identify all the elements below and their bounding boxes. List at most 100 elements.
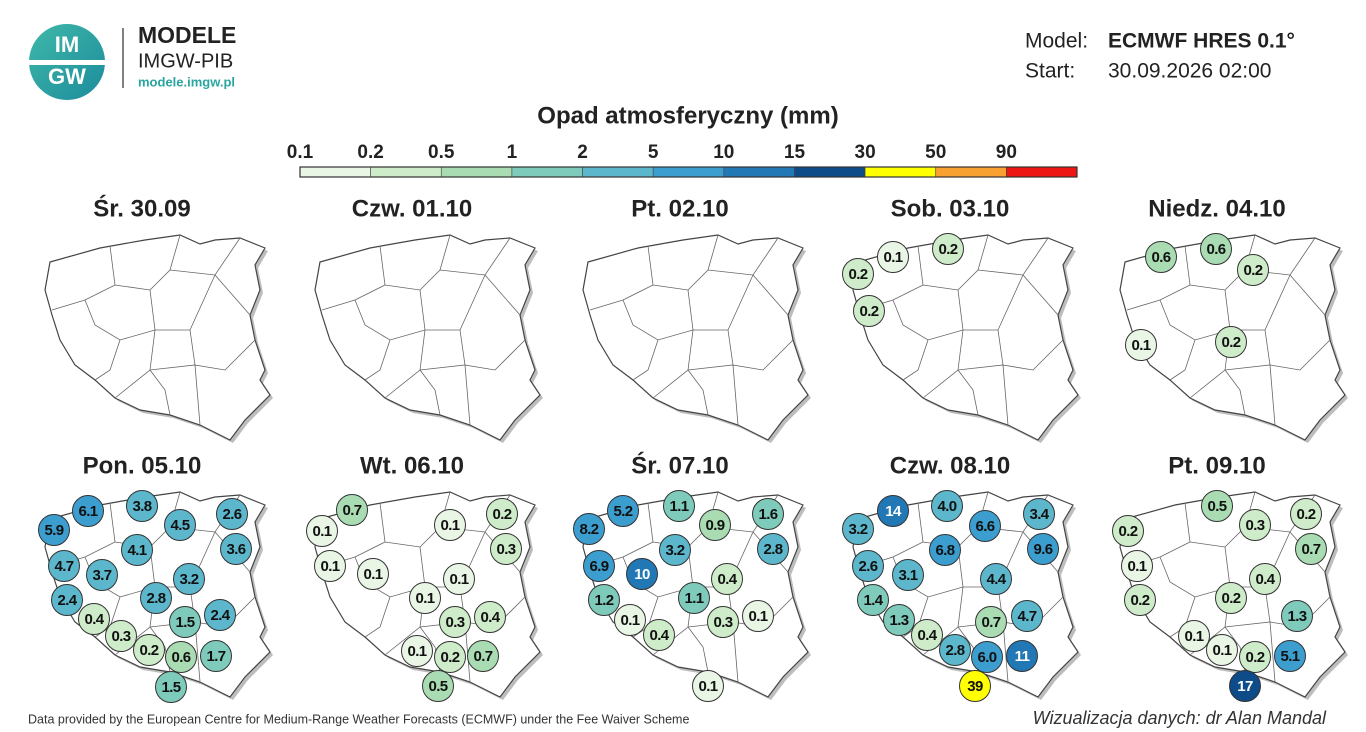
precip-value: 1.5	[175, 614, 194, 631]
logo-stripe	[29, 60, 105, 65]
precip-bubble	[857, 584, 889, 616]
precip-value: 4.0	[937, 498, 956, 515]
precip-value: 0.1	[363, 566, 382, 583]
precip-value: 0.2	[848, 266, 867, 283]
day-title: Czw. 01.10	[352, 195, 473, 222]
precip-bubble	[1178, 620, 1210, 652]
precip-bubble	[1201, 490, 1233, 522]
day-panel: Śr. 07.10 8.2 5.2 1.1 0.9 1.6 2.8 6.9 10 3.2 0.4 1.…	[573, 451, 812, 702]
precip-value: 0.7	[473, 648, 492, 665]
precip-value: 0.1	[449, 571, 468, 588]
precip-bubble	[842, 258, 874, 290]
precip-value: 3.8	[132, 498, 151, 515]
precip-value: 0.2	[1221, 334, 1240, 351]
precip-value: 8.2	[579, 521, 598, 538]
precip-bubble	[911, 619, 943, 651]
precip-bubble	[1249, 563, 1281, 595]
precip-bubble	[72, 495, 104, 527]
precip-value: 0.6	[171, 649, 190, 666]
legend-tick-label: 10	[713, 142, 734, 163]
precip-bubble	[164, 509, 196, 541]
precip-value: 0.4	[1255, 571, 1275, 588]
legend-swatch	[299, 166, 371, 178]
precip-bubble	[1281, 600, 1313, 632]
precip-bubble	[1215, 582, 1247, 614]
day-title: Pt. 02.10	[631, 195, 728, 222]
legend-swatch	[370, 166, 442, 178]
precip-value: 2.8	[146, 590, 165, 607]
precip-value: 6.8	[935, 542, 954, 559]
precip-bubble	[314, 550, 346, 582]
precip-value: 11	[1015, 648, 1030, 665]
precip-bubble	[1239, 641, 1271, 673]
precip-bubble	[1237, 254, 1269, 286]
precip-bubble	[1295, 533, 1327, 565]
precip-value: 0.1	[415, 590, 434, 607]
precip-bubble	[216, 498, 248, 530]
day-title: Czw. 08.10	[890, 452, 1011, 479]
precip-value: 2.6	[858, 558, 877, 575]
day-panel: Pon. 05.10 5.9 6.1 3.8 4.5 2.6 3.6 4.7 4.1 3.7 2.4…	[38, 452, 274, 703]
precip-value: 0.3	[496, 541, 515, 558]
precip-bubble	[614, 604, 646, 636]
model-name: ECMWF HRES 0.1°	[1108, 30, 1295, 53]
legend-swatch	[794, 166, 866, 178]
precip-value: 0.1	[312, 523, 331, 540]
legend-tick-label: 50	[925, 142, 946, 163]
logo: IM GW	[29, 24, 105, 100]
precip-bubble	[200, 640, 232, 672]
precip-value: 0.3	[445, 614, 464, 631]
model-label: Model:	[1025, 30, 1088, 53]
precip-value: 4.4	[986, 571, 1006, 588]
day-panel: Niedz. 04.10 0.6 0.6 0.2 0.1 0.2	[1119, 195, 1349, 444]
day-title: Śr. 07.10	[631, 451, 728, 479]
legend-swatch	[864, 166, 937, 178]
precip-value: 3.2	[848, 521, 867, 538]
precip-value: 6.6	[975, 518, 994, 535]
legend-tick-label: 0.2	[357, 142, 383, 163]
legend-tick-label: 90	[996, 142, 1017, 163]
precip-bubble	[443, 563, 475, 595]
precip-bubble	[1229, 670, 1261, 702]
precip-value: 0.1	[1131, 337, 1150, 354]
precip-bubble	[853, 295, 885, 327]
precip-value: 17	[1237, 678, 1253, 695]
precip-bubble	[932, 233, 964, 265]
precip-value: 0.3	[1245, 517, 1264, 534]
precip-bubble	[155, 671, 187, 703]
legend-tick-label: 1	[507, 142, 518, 163]
precip-value: 2.8	[763, 541, 782, 558]
precip-value: 0.3	[111, 628, 130, 645]
precip-bubble	[711, 563, 743, 595]
precip-value: 0.9	[705, 517, 724, 534]
org: IMGW-PIB	[138, 50, 233, 72]
precip-value: 6.1	[78, 503, 97, 520]
precip-value: 0.2	[1130, 592, 1149, 609]
precip-bubble	[842, 513, 874, 545]
precip-bubble	[1290, 498, 1322, 530]
precip-bubble	[401, 635, 433, 667]
precip-value: 4.1	[127, 542, 146, 559]
precip-bubble	[1206, 634, 1238, 666]
footer-credit: Wizualizacja danych: dr Alan Mandal	[1033, 708, 1327, 728]
precip-value: 3.4	[1029, 506, 1049, 523]
precip-bubble	[105, 620, 137, 652]
day-panel: Pt. 09.10 0.5 0.2 0.3 0.2 0.7 0.1 0.2 0.4 0.2 1.3 0…	[1112, 452, 1349, 702]
precip-value: 3.2	[179, 571, 198, 588]
precip-value: 0.1	[698, 678, 717, 695]
day-title: Pon. 05.10	[83, 452, 202, 479]
precip-value: 0.1	[620, 612, 639, 629]
precip-value: 3.7	[92, 567, 111, 584]
precip-bubble	[1274, 640, 1306, 672]
precip-bubble	[959, 670, 991, 702]
day-panel: Czw. 01.10	[314, 195, 544, 444]
precip-value: 1.3	[889, 612, 908, 629]
day-title: Niedz. 04.10	[1148, 195, 1285, 222]
legend-swatch	[440, 166, 513, 178]
precip-bubble	[939, 634, 971, 666]
precip-bubble	[699, 509, 731, 541]
legend-frame	[299, 166, 1078, 178]
precip-value: 4.5	[170, 517, 189, 534]
